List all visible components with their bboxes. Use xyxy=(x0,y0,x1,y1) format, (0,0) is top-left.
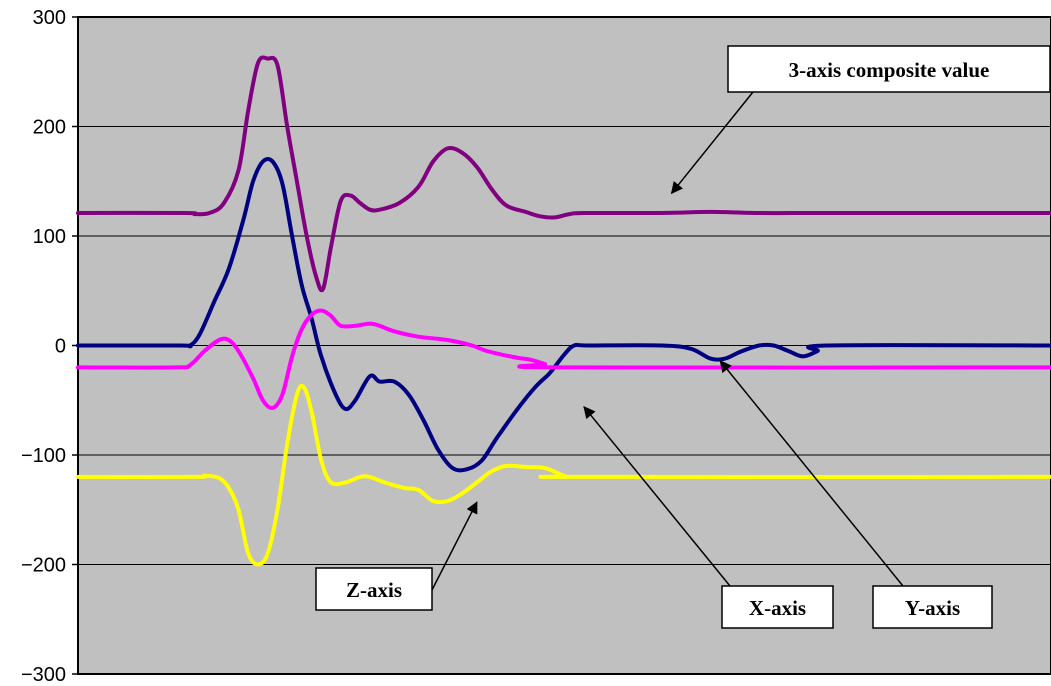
arrow-z-axis xyxy=(431,501,478,591)
arrow-3-axis-composite-value xyxy=(670,91,754,195)
series-line-y-axis xyxy=(76,308,1051,411)
y-tick-label: −100 xyxy=(21,445,66,467)
y-tick-label: 100 xyxy=(33,226,66,248)
callout-box-z-axis xyxy=(315,567,433,611)
callout-box-x-axis xyxy=(721,585,834,629)
callout-box-y-axis xyxy=(872,585,993,629)
callout-label-x-axis: X-axis xyxy=(749,596,806,620)
y-tick-label: −300 xyxy=(21,664,66,686)
callout-label-z-axis: Z-axis xyxy=(346,578,402,602)
series-group xyxy=(76,55,1051,567)
series-line-3-axis-composite-value xyxy=(76,55,1051,293)
callouts: 3-axis composite value X-axis Y-axis Z-axis xyxy=(315,45,1051,629)
arrow-x-axis xyxy=(583,406,731,587)
series-line-z-axis xyxy=(76,383,1051,567)
callout-label-3-axis-composite-value: 3-axis composite value xyxy=(789,58,990,82)
arrow-y-axis xyxy=(719,360,904,587)
series-line-x-axis xyxy=(76,156,1051,473)
y-tick-label: 0 xyxy=(55,336,66,358)
y-tick-label: 300 xyxy=(33,7,66,29)
y-tick-label: −200 xyxy=(21,555,66,577)
callout-box-3-axis-composite-value xyxy=(727,45,1051,93)
y-tick-label: 200 xyxy=(33,117,66,139)
callout-label-y-axis: Y-axis xyxy=(905,596,960,620)
y-axis-ticks: 300 200 100 0 −100 −200 −300 xyxy=(21,7,78,686)
